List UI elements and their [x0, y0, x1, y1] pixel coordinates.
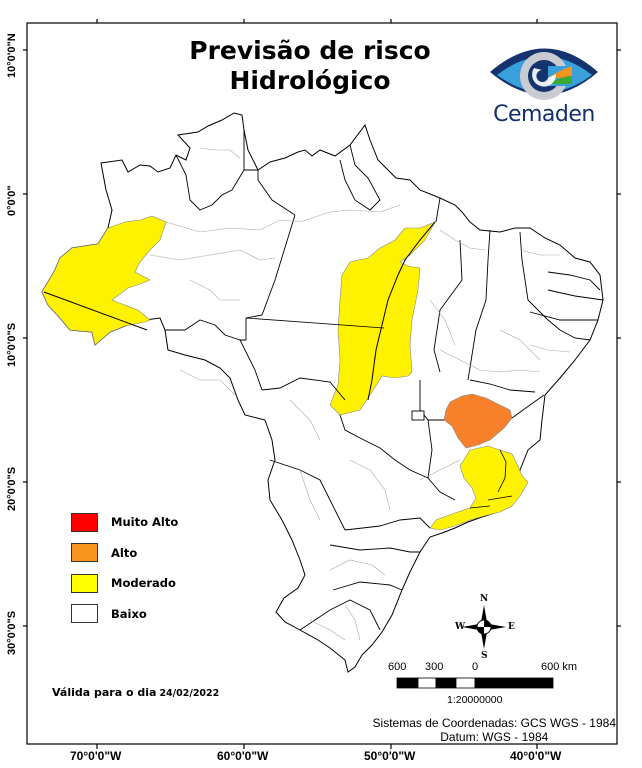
scale-label-0: 0	[472, 661, 479, 673]
legend-label: Alto	[111, 545, 138, 560]
validity-note: Válida para o dia 24/02/2022	[52, 686, 219, 699]
region-moderado-southeast	[429, 445, 529, 531]
legend-item-alto: Alto	[71, 538, 178, 569]
title-line-2: Hidrológico	[229, 66, 391, 95]
cemaden-logo-text: Cemaden	[493, 102, 595, 127]
region-moderado-central	[329, 221, 436, 416]
legend-label: Baixo	[111, 606, 147, 621]
legend-label: Moderado	[111, 576, 176, 591]
legend-swatch-white	[71, 604, 98, 624]
crs-line-1: Sistemas de Coordenadas: GCS WGS - 1984	[372, 716, 616, 730]
region-alto	[443, 393, 513, 449]
graticule-ticks	[23, 19, 621, 749]
scale-label-600km: 600 km	[541, 661, 578, 673]
title-line-1: Previsão de risco	[189, 36, 431, 65]
lon-label-60w: 60°0'0"W	[217, 749, 269, 763]
region-moderado-west	[41, 215, 167, 346]
meso-borders	[149, 147, 571, 641]
north-arrow	[462, 605, 506, 649]
lat-label-20s: 20°0'0"S	[6, 466, 18, 511]
state-borders	[165, 130, 604, 631]
lat-label-0: 0°0'0"	[6, 185, 18, 216]
lon-label-50w: 50°0'0"W	[364, 749, 416, 763]
legend: Muito Alto Alto Moderado Baixo	[71, 507, 178, 629]
compass-n: N	[480, 594, 489, 604]
lon-label-70w: 70°0'0"W	[70, 749, 122, 763]
compass-s: S	[481, 651, 488, 661]
compass-w: W	[455, 622, 466, 632]
legend-item-baixo: Baixo	[71, 599, 178, 630]
scale-ratio: 1:20000000	[447, 694, 503, 706]
cemaden-logo-icon	[490, 48, 598, 100]
crs-line-2: Datum: WGS - 1984	[440, 730, 549, 744]
federal-district	[411, 410, 425, 421]
scale-bar	[396, 677, 554, 689]
map-title: Previsão de risco Hidrológico	[150, 36, 470, 96]
lat-label-10n: 10°0'0"N	[6, 33, 18, 78]
legend-label: Muito Alto	[111, 515, 179, 530]
lat-label-10s: 10°0'0"S	[6, 322, 18, 367]
legend-swatch-orange	[71, 543, 98, 563]
scale-label-300: 300	[425, 661, 444, 673]
legend-swatch-yellow	[71, 573, 98, 593]
scale-label-600: 600	[388, 661, 407, 673]
validity-label: Válida para o dia	[52, 686, 157, 699]
legend-swatch-red	[71, 512, 98, 532]
lon-label-40w: 40°0'0"W	[510, 749, 562, 763]
crs-info: Sistemas de Coordenadas: GCS WGS - 1984 …	[373, 716, 616, 744]
lat-label-30s: 30°0'0"S	[6, 610, 18, 655]
compass-e: E	[508, 622, 515, 632]
validity-date: 24/02/2022	[159, 688, 220, 699]
legend-item-muito-alto: Muito Alto	[71, 507, 178, 538]
legend-item-moderado: Moderado	[71, 568, 178, 599]
